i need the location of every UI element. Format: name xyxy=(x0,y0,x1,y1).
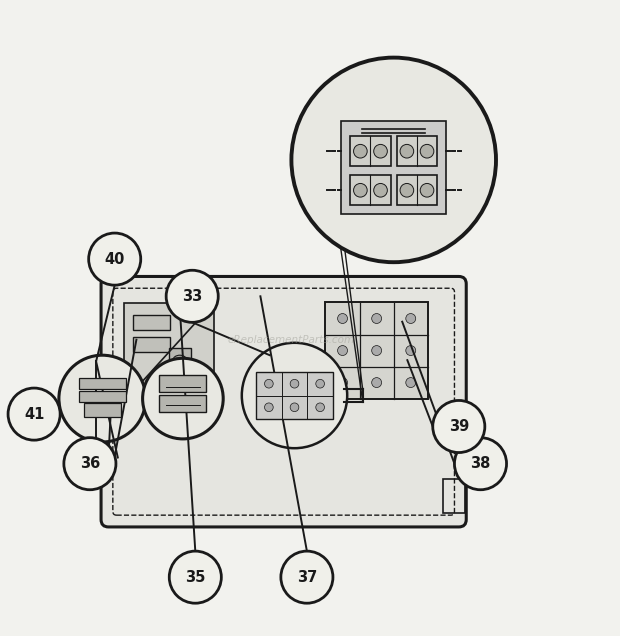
Bar xyxy=(124,303,214,402)
Bar xyxy=(397,136,437,166)
Circle shape xyxy=(64,438,116,490)
Text: eReplacementParts.com: eReplacementParts.com xyxy=(228,335,355,345)
Bar xyxy=(350,176,391,205)
Bar xyxy=(159,395,206,412)
Bar xyxy=(397,176,437,205)
Circle shape xyxy=(59,355,146,442)
Circle shape xyxy=(316,403,324,411)
Circle shape xyxy=(265,380,273,388)
Circle shape xyxy=(374,183,388,197)
Circle shape xyxy=(374,144,388,158)
Circle shape xyxy=(353,183,367,197)
Text: 35: 35 xyxy=(185,570,205,584)
Bar xyxy=(256,372,333,419)
Circle shape xyxy=(169,551,221,603)
Circle shape xyxy=(291,58,496,262)
Bar xyxy=(79,378,126,389)
Circle shape xyxy=(405,345,415,356)
Circle shape xyxy=(337,345,347,356)
Circle shape xyxy=(405,314,415,324)
Text: 38: 38 xyxy=(471,456,490,471)
Circle shape xyxy=(265,403,273,411)
Circle shape xyxy=(353,144,367,158)
Circle shape xyxy=(405,378,415,387)
Bar xyxy=(133,315,171,330)
Circle shape xyxy=(337,378,347,387)
Circle shape xyxy=(400,183,414,197)
Circle shape xyxy=(281,551,333,603)
Circle shape xyxy=(420,183,434,197)
Circle shape xyxy=(372,378,381,387)
Circle shape xyxy=(166,270,218,322)
Bar xyxy=(350,136,391,166)
Circle shape xyxy=(242,343,347,448)
Text: 33: 33 xyxy=(182,289,202,304)
Bar xyxy=(84,403,121,417)
Text: 39: 39 xyxy=(449,419,469,434)
Bar xyxy=(79,391,126,402)
Ellipse shape xyxy=(173,355,187,365)
Bar xyxy=(443,479,465,513)
FancyBboxPatch shape xyxy=(101,277,466,527)
Circle shape xyxy=(372,314,381,324)
Bar xyxy=(133,336,171,352)
Text: 41: 41 xyxy=(24,406,44,422)
Circle shape xyxy=(454,438,507,490)
Bar xyxy=(159,375,206,392)
Bar xyxy=(326,303,428,399)
Circle shape xyxy=(89,233,141,285)
Text: 40: 40 xyxy=(105,252,125,266)
Text: 37: 37 xyxy=(297,570,317,584)
Bar xyxy=(341,121,446,214)
Circle shape xyxy=(433,401,485,453)
Circle shape xyxy=(400,144,414,158)
Circle shape xyxy=(290,380,299,388)
Circle shape xyxy=(372,345,381,356)
Text: 36: 36 xyxy=(80,456,100,471)
Circle shape xyxy=(420,144,434,158)
Circle shape xyxy=(143,358,223,439)
Circle shape xyxy=(316,380,324,388)
Circle shape xyxy=(337,314,347,324)
Circle shape xyxy=(290,403,299,411)
FancyBboxPatch shape xyxy=(169,348,191,375)
Circle shape xyxy=(8,388,60,440)
